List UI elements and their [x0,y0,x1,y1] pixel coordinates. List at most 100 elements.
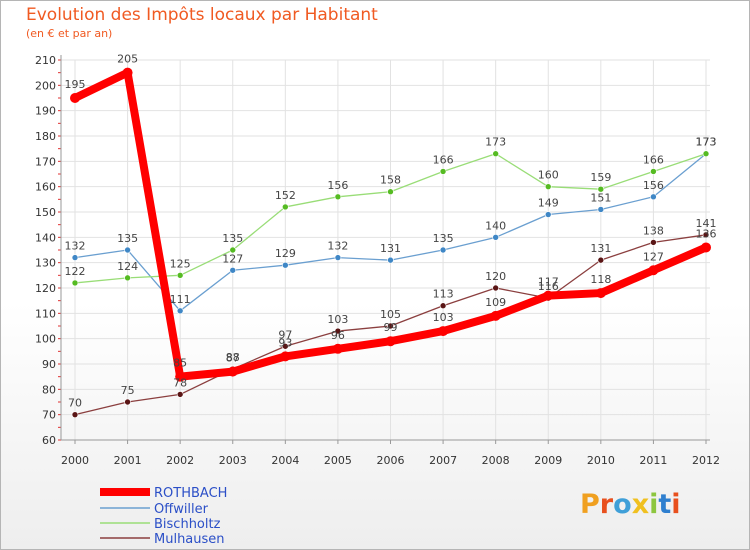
x-tick-label: 2005 [324,454,352,467]
data-label-bischholtz: 122 [65,265,86,278]
series-point-bischholtz [544,183,552,190]
series-point-offwiller [176,307,184,315]
data-label-rothbach: 127 [643,250,664,263]
legend-label-mulhausen: Mulhausen [154,532,225,547]
data-labels: 195 205 85 87 93 96 99 103 109 117 118 127 136 132 135… [65,53,717,410]
y-tick-label: 120 [35,282,56,295]
data-label-bischholtz: 124 [117,260,138,273]
data-label-bischholtz: 159 [590,171,611,184]
data-label-offwiller: 111 [170,293,191,306]
chart-subtitle: (en € et par an) [26,27,113,40]
logo-letter: r [599,489,614,520]
data-label-rothbach: 195 [65,78,86,91]
y-tick-label: 210 [35,54,56,67]
series-point-mulhausen [702,231,710,239]
series-point-offwiller [387,256,394,264]
data-label-offwiller: 156 [643,179,664,192]
data-label-mulhausen: 105 [380,308,401,321]
series-point-mulhausen [176,391,184,398]
x-tick-label: 2003 [219,454,247,467]
legend-label-rothbach: ROTHBACH [154,486,227,501]
data-label-mulhausen: 103 [327,313,348,326]
y-tick-label: 160 [35,181,56,194]
series-point-offwiller [282,261,289,269]
data-label-rothbach: 118 [590,273,611,286]
logo-letter: t [658,489,672,520]
data-label-offwiller: 132 [327,240,348,253]
series-point-offwiller [597,206,605,213]
data-label-mulhausen: 75 [121,384,135,397]
data-label-rothbach: 103 [433,311,454,324]
series-point-offwiller [492,234,499,241]
data-label-bischholtz: 160 [538,169,559,182]
y-tick-label: 130 [35,257,56,270]
data-label-rothbach: 85 [173,357,187,370]
series-point-rothbach [595,288,606,299]
data-label-bischholtz: 166 [643,153,664,166]
series-point-mulhausen [650,239,657,246]
series-point-rothbach [701,242,711,253]
y-tick-label: 170 [35,155,56,168]
data-label-bischholtz: 173 [696,136,717,149]
series-point-bischholtz [71,279,79,287]
series-point-offwiller [650,193,657,201]
data-label-mulhausen: 78 [173,376,187,389]
series-point-rothbach [122,67,133,78]
series-point-mulhausen [334,327,342,335]
logo-letter: i [649,489,659,520]
series-point-mulhausen [597,256,605,264]
series-point-bischholtz [176,272,184,279]
x-tick-label: 2009 [534,454,562,467]
data-label-rothbach: 109 [485,296,506,309]
data-label-offwiller: 131 [380,242,401,255]
series-point-rothbach [332,343,343,354]
data-label-rothbach: 99 [384,321,398,334]
data-label-mulhausen: 138 [643,224,664,237]
data-label-offwiller: 129 [275,247,296,260]
data-label-mulhausen: 116 [538,280,559,293]
data-label-rothbach: 93 [278,336,292,349]
legend-label-bischholtz: Bischholtz [154,517,221,532]
series-point-rothbach [543,290,554,301]
series-point-rothbach [648,265,659,276]
data-label-offwiller: 173 [696,136,717,149]
series-point-offwiller [544,211,552,218]
series-point-rothbach [385,336,396,347]
x-tick-label: 2004 [271,454,299,467]
data-label-mulhausen: 97 [278,328,292,341]
series-point-offwiller [71,254,79,261]
data-label-offwiller: 140 [485,219,506,232]
series-point-bischholtz [282,203,289,211]
series-point-rothbach [438,326,449,337]
data-label-mulhausen: 131 [590,242,611,255]
data-label-bischholtz: 156 [327,179,348,192]
series-point-mulhausen [124,398,131,406]
axes: 60 70 80 90 100 110 120 130 140 150 160 170 180 190 20… [35,54,720,467]
series-point-offwiller [229,266,237,274]
y-tick-label: 90 [42,358,56,371]
y-tick-label: 180 [35,130,56,143]
y-tick-label: 150 [35,206,56,219]
series-point-bischholtz [334,193,342,201]
series-point-rothbach [70,93,80,103]
x-tick-label: 2008 [482,454,510,467]
series-point-bischholtz [492,150,499,158]
data-label-offwiller: 127 [222,252,243,265]
x-tick-label: 2000 [61,454,89,467]
data-label-offwiller: 132 [65,240,86,253]
x-tick-label: 2011 [639,454,667,467]
data-label-rothbach: 205 [117,53,138,66]
data-label-rothbach: 117 [538,276,559,289]
y-tick-label: 100 [35,333,56,346]
y-tick-label: 70 [42,409,56,422]
series-point-mulhausen [439,302,447,310]
data-label-bischholtz: 152 [275,189,296,202]
proxiti-logo: Proxiti [580,489,681,520]
series-point-mulhausen [71,411,79,418]
data-label-bischholtz: 125 [170,257,191,270]
series-point-bischholtz [439,168,447,175]
series-group [70,67,711,418]
series-point-bischholtz [387,188,394,196]
